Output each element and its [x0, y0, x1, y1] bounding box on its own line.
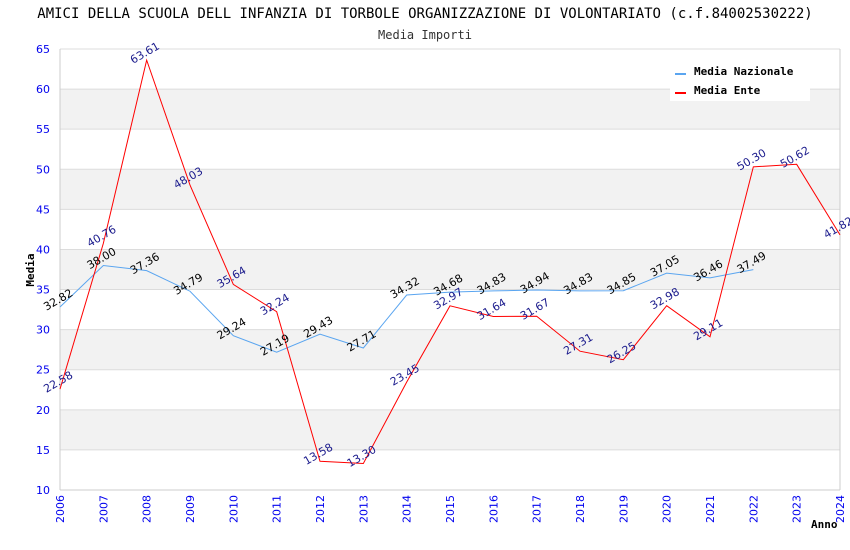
x-tick-label: 2012: [314, 495, 327, 523]
data-label: 31.67: [518, 296, 552, 323]
chart-title: AMICI DELLA SCUOLA DELL INFANZIA DI TORB…: [37, 6, 812, 22]
y-tick-label: 45: [36, 203, 50, 216]
x-tick-label: 2013: [357, 495, 370, 523]
data-label: 40.76: [85, 223, 119, 250]
y-tick-label: 50: [36, 163, 50, 176]
x-tick-label: 2006: [54, 495, 67, 523]
x-tick-label: 2008: [141, 495, 154, 523]
y-tick-label: 25: [36, 364, 50, 377]
legend-label-nazionale: Media Nazionale: [694, 65, 794, 78]
x-tick-label: 2015: [444, 495, 457, 523]
x-tick-label: 2009: [184, 495, 197, 523]
x-tick-label: 2022: [747, 495, 760, 523]
data-label: 41.82: [821, 214, 850, 241]
y-tick-label: 35: [36, 284, 50, 297]
y-tick-label: 40: [36, 243, 50, 256]
x-tick-label: 2011: [271, 495, 284, 523]
y-axis-label: Media: [24, 253, 37, 286]
chart-subtitle: Media Importi: [378, 28, 472, 42]
series-line-nazionale: [59, 264, 754, 353]
x-tick-label: 2010: [227, 495, 240, 523]
grid-band: [60, 409, 840, 450]
data-label: 63.61: [128, 40, 162, 67]
y-tick-label: 10: [36, 484, 50, 497]
data-label: 31.64: [475, 296, 509, 323]
legend-label-ente: Media Ente: [694, 84, 761, 97]
y-tick-label: 15: [36, 444, 50, 457]
y-tick-label: 30: [36, 324, 50, 337]
x-tick-label: 2007: [97, 495, 110, 523]
grid-band: [60, 169, 840, 210]
y-tick-label: 60: [36, 83, 50, 96]
x-tick-label: 2016: [487, 495, 500, 523]
x-axis-label: Anno: [811, 518, 838, 531]
x-tick-label: 2017: [531, 495, 544, 523]
y-tick-label: 65: [36, 43, 50, 56]
y-tick-label: 20: [36, 404, 50, 417]
x-tick-label: 2020: [661, 495, 674, 523]
data-label: 32.24: [258, 291, 292, 318]
grid-band: [60, 329, 840, 370]
x-tick-label: 2018: [574, 495, 587, 523]
x-tick-label: 2019: [617, 495, 630, 523]
x-tick-label: 2024: [834, 495, 847, 523]
legend: Media Nazionale Media Ente: [670, 60, 810, 101]
y-tick-label: 55: [36, 123, 50, 136]
data-label: 50.62: [778, 144, 812, 171]
grid-band: [60, 249, 840, 290]
x-tick-label: 2014: [401, 495, 414, 523]
x-tick-label: 2021: [704, 495, 717, 523]
x-tick-label: 2023: [791, 495, 804, 523]
series-line-ente: [59, 58, 841, 465]
